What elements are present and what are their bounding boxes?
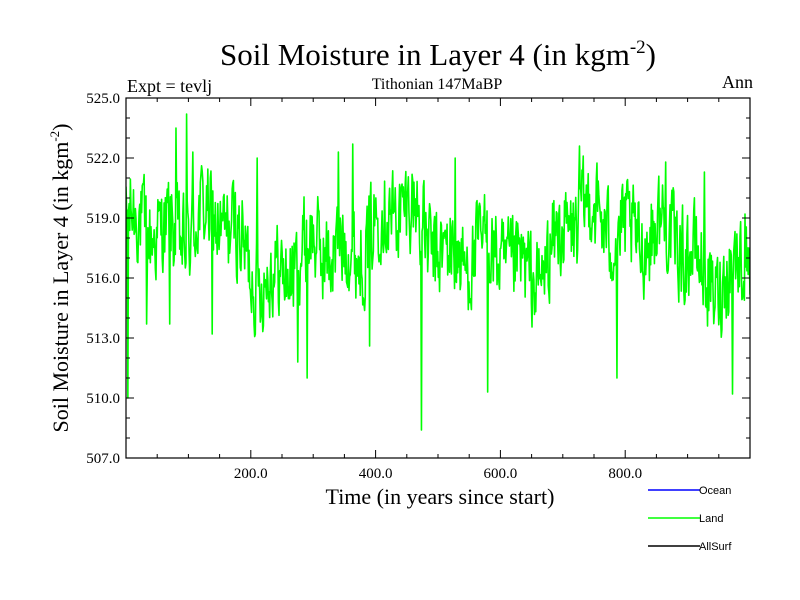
legend: Ocean Land AllSurf <box>648 485 732 553</box>
chart-title: Soil Moisture in Layer 4 (in kgm-2) <box>220 37 656 72</box>
y-tick-label: 516.0 <box>86 271 120 287</box>
y-axis-label-main: Soil Moisture in Layer 4 (in kgm <box>48 142 73 433</box>
x-axis-label: Time (in years since start) <box>326 484 555 509</box>
y-tick-label: 507.0 <box>86 451 120 467</box>
y-axis: 507.0 510.0 513.0 516.0 519.0 522.0 525.0 <box>86 91 750 467</box>
subtitle-season: Ann <box>722 72 753 92</box>
y-axis-label-sup: -2 <box>47 131 62 142</box>
subtitle-period: Tithonian 147MaBP <box>372 76 503 93</box>
chart-title-sup: -2 <box>630 37 646 58</box>
x-axis: 200.0 400.0 600.0 800.0 <box>156 98 720 482</box>
y-axis-label-end: ) <box>48 123 73 130</box>
y-tick-label: 522.0 <box>86 151 120 167</box>
y-tick-label: 510.0 <box>86 391 120 407</box>
x-tick-label: 400.0 <box>359 466 393 482</box>
legend-label: Land <box>699 513 723 525</box>
legend-label: AllSurf <box>699 541 732 553</box>
subtitle-experiment: Expt = tevlj <box>127 76 212 96</box>
series-group <box>126 113 750 431</box>
legend-label: Ocean <box>699 485 731 497</box>
y-tick-label: 513.0 <box>86 331 120 347</box>
x-tick-label: 800.0 <box>608 466 642 482</box>
x-tick-label: 200.0 <box>234 466 268 482</box>
y-axis-label: Soil Moisture in Layer 4 (in kgm-2) <box>47 123 73 432</box>
chart-title-end: ) <box>646 37 656 72</box>
x-tick-label: 600.0 <box>484 466 518 482</box>
series-line-land <box>126 113 750 431</box>
chart-title-main: Soil Moisture in Layer 4 (in kgm <box>220 37 630 72</box>
y-tick-label: 519.0 <box>86 211 120 227</box>
y-tick-label: 525.0 <box>86 91 120 107</box>
